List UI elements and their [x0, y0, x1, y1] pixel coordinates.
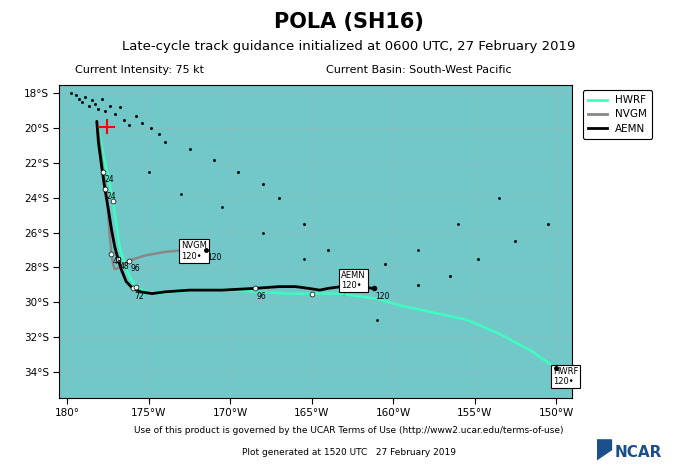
Point	[93, 106, 104, 113]
Point	[473, 255, 484, 262]
Point	[99, 107, 110, 114]
Point	[80, 93, 91, 101]
Point	[109, 111, 120, 118]
Point	[453, 220, 464, 228]
Legend: HWRF, NVGM, AEMN: HWRF, NVGM, AEMN	[583, 90, 652, 139]
Text: 48: 48	[113, 257, 122, 266]
Point	[176, 191, 187, 198]
Text: Current Basin: South-West Pacific: Current Basin: South-West Pacific	[326, 65, 512, 75]
Text: 120: 120	[207, 253, 221, 262]
Point	[322, 246, 334, 254]
Point	[89, 100, 101, 108]
Point	[542, 220, 554, 228]
Polygon shape	[597, 440, 611, 460]
Text: 96: 96	[131, 264, 140, 273]
Point	[412, 281, 423, 289]
Text: Late-cycle track guidance initialized at 0600 UTC, 27 February 2019: Late-cycle track guidance initialized at…	[122, 40, 576, 53]
Text: AEMN
120•: AEMN 120•	[341, 271, 366, 290]
Point	[77, 98, 88, 106]
Point	[493, 194, 505, 202]
Point	[412, 246, 423, 254]
Text: Current Intensity: 75 kt: Current Intensity: 75 kt	[75, 65, 204, 75]
Point	[124, 121, 135, 129]
Point	[131, 112, 142, 120]
Text: 24: 24	[106, 192, 116, 201]
Point	[298, 220, 309, 228]
Point	[96, 95, 107, 103]
Point	[145, 124, 156, 132]
Point	[274, 194, 285, 202]
Point	[114, 104, 125, 111]
Text: Use of this product is governed by the UCAR Terms of Use (http://www2.ucar.edu/t: Use of this product is governed by the U…	[134, 426, 564, 435]
Point	[119, 116, 130, 123]
Point	[258, 180, 269, 188]
Point	[87, 97, 98, 104]
Text: HWRF
120•: HWRF 120•	[553, 367, 578, 386]
Point	[153, 130, 164, 137]
Point	[258, 229, 269, 236]
Point	[380, 260, 391, 268]
Point	[65, 89, 76, 97]
Text: 120: 120	[375, 292, 389, 300]
Point	[104, 102, 115, 109]
Text: 72: 72	[134, 292, 144, 300]
Text: NCAR: NCAR	[614, 445, 662, 460]
Point	[233, 168, 244, 176]
Point	[137, 119, 148, 127]
Point	[510, 237, 521, 245]
Text: Plot generated at 1520 UTC   27 February 2019: Plot generated at 1520 UTC 27 February 2…	[242, 448, 456, 457]
Point	[83, 102, 94, 109]
Point	[160, 138, 171, 146]
Point	[339, 290, 350, 297]
Point	[445, 272, 456, 280]
Point	[371, 316, 383, 324]
Text: NVGM
120•: NVGM 120•	[181, 241, 207, 261]
Point	[216, 203, 228, 211]
Point	[73, 95, 84, 103]
Point	[298, 255, 309, 262]
Point	[209, 156, 220, 163]
Point	[143, 168, 154, 176]
Text: 96: 96	[256, 292, 266, 300]
Point	[347, 272, 358, 280]
Text: POLA (SH16): POLA (SH16)	[274, 12, 424, 32]
Point	[70, 91, 81, 99]
Text: 48: 48	[119, 262, 129, 271]
Text: 24: 24	[105, 175, 114, 184]
Point	[184, 146, 195, 153]
